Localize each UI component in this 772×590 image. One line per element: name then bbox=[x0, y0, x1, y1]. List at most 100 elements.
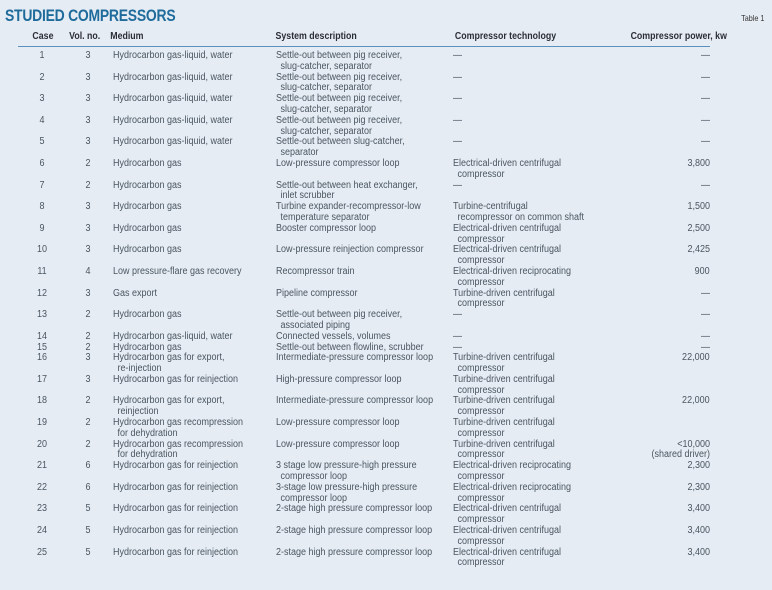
medium-cell-line: Hydrocarbon gas-liquid, water bbox=[113, 136, 233, 148]
power-cell: — bbox=[701, 288, 710, 300]
system-cell: 3 stage low pressure-high pressure compre… bbox=[276, 460, 417, 483]
medium-cell-line: for dehydration bbox=[117, 427, 178, 439]
system-cell: Settle-out between pig receiver, slug-cat… bbox=[276, 71, 403, 95]
vol-cell: 2 bbox=[85, 309, 91, 321]
system-cell-line: Settle-out between pig receiver, bbox=[276, 50, 403, 61]
power-cell: — bbox=[701, 137, 710, 148]
system-cell-line: slug-catcher, separator bbox=[280, 103, 373, 115]
case-cell: 16 bbox=[36, 352, 48, 364]
system-cell-line: 2-stage high pressure compressor loop bbox=[276, 525, 433, 536]
system-cell-line: Connected vessels, volumes bbox=[276, 330, 391, 342]
medium-cell-line: reinjection bbox=[117, 406, 159, 418]
power-cell: — bbox=[701, 309, 710, 321]
technology-cell: Electrical-driven centrifugal compressor bbox=[453, 223, 561, 246]
medium-cell-line: Hydrocarbon gas-liquid, water bbox=[113, 71, 233, 83]
medium-cell-line: Hydrocarbon gas bbox=[113, 309, 182, 321]
technology-cell-line: compressor bbox=[457, 298, 505, 310]
case-cell: 2 bbox=[39, 71, 45, 83]
technology-cell-line: compressor bbox=[457, 557, 505, 569]
medium-cell-line: for dehydration bbox=[117, 449, 178, 461]
power-cell: 2,425 bbox=[687, 245, 710, 256]
system-cell-line: compressor loop bbox=[280, 470, 348, 482]
power-cell: — bbox=[701, 342, 710, 354]
technology-cell: Electrical-driven centrifugal compressor bbox=[453, 504, 561, 526]
power-cell: — bbox=[701, 50, 710, 62]
medium-cell-line: Hydrocarbon gas bbox=[113, 244, 182, 256]
technology-cell-line: compressor bbox=[457, 535, 505, 547]
case-cell: 6 bbox=[39, 158, 45, 169]
technology-cell-line: Turbine-driven centrifugal bbox=[453, 373, 555, 385]
system-cell: Connected vessels, volumes bbox=[276, 330, 391, 343]
medium-cell-line: Hydrocarbon gas recompression bbox=[113, 438, 244, 450]
technology-cell-line: compressor bbox=[457, 384, 505, 396]
power-cell: 3,800 bbox=[687, 158, 710, 170]
medium-cell-line: Hydrocarbon gas for reinjection bbox=[113, 525, 239, 536]
system-cell-line: Settle-out between heat exchanger, bbox=[276, 179, 418, 191]
system-cell: Settle-out between heat exchanger, inlet … bbox=[276, 179, 418, 203]
vol-cell: 3 bbox=[85, 222, 91, 234]
power-cell: — bbox=[701, 71, 710, 84]
case-cell: 8 bbox=[39, 201, 45, 213]
vol-cell: 3 bbox=[85, 244, 91, 256]
case-cell: 5 bbox=[39, 136, 45, 148]
technology-cell: Electrical-driven reciprocating compresso… bbox=[453, 266, 571, 289]
system-cell-line: Low-pressure reinjection compressor bbox=[276, 244, 424, 256]
medium-cell: Hydrocarbon gas-liquid, water bbox=[113, 137, 233, 148]
technology-cell-line: Electrical-driven centrifugal bbox=[453, 158, 562, 169]
system-cell-line: 3-stage low pressure-high pressure bbox=[276, 481, 418, 493]
power-cell: 2,300 bbox=[687, 482, 710, 494]
technology-cell: Turbine-driven centrifugal compressor bbox=[453, 352, 555, 375]
vol-cell: 2 bbox=[85, 330, 91, 342]
system-cell-line: associated piping bbox=[280, 319, 351, 331]
vol-cell: 3 bbox=[85, 201, 91, 213]
system-cell: Low-pressure compressor loop bbox=[276, 417, 400, 429]
case-cell: 12 bbox=[36, 287, 48, 299]
medium-cell: Hydrocarbon gas bbox=[113, 245, 182, 256]
header-system: System description bbox=[275, 31, 357, 42]
medium-cell: Hydrocarbon gas bbox=[113, 180, 182, 192]
vol-cell: 3 bbox=[85, 50, 91, 61]
technology-cell-line: Turbine-driven centrifugal bbox=[453, 395, 555, 407]
power-cell-line: <10,000 bbox=[677, 438, 710, 450]
system-cell-line: Settle-out between pig receiver, bbox=[276, 71, 403, 83]
vol-cell: 2 bbox=[85, 438, 91, 450]
medium-cell-line: Low pressure-flare gas recovery bbox=[113, 266, 242, 277]
system-cell-line: Turbine expander-recompressor-low bbox=[276, 201, 421, 213]
header-rule bbox=[18, 46, 710, 47]
power-cell: 22,000 bbox=[682, 396, 710, 407]
power-cell: 1,500 bbox=[687, 201, 710, 213]
system-cell: Pipeline compressor bbox=[276, 288, 358, 300]
power-cell-line: — bbox=[701, 179, 710, 191]
power-cell-line: 2,500 bbox=[687, 222, 710, 234]
system-cell-line: Settle-out between pig receiver, bbox=[276, 309, 403, 321]
medium-cell-line: Hydrocarbon gas bbox=[113, 341, 182, 353]
technology-cell-line: compressor bbox=[457, 470, 505, 482]
technology-cell-line: compressor bbox=[457, 449, 505, 461]
system-cell-line: slug-catcher, separator bbox=[280, 82, 373, 94]
technology-cell: — bbox=[453, 115, 462, 127]
technology-cell: — bbox=[453, 137, 462, 148]
power-cell: 900 bbox=[695, 266, 710, 278]
medium-cell: Hydrocarbon gas-liquid, water bbox=[113, 93, 233, 105]
medium-cell: Hydrocarbon gas bbox=[113, 222, 182, 235]
medium-cell-line: Hydrocarbon gas bbox=[113, 158, 182, 169]
case-cell: 11 bbox=[37, 266, 47, 277]
system-cell: Settle-out between pig receiver, slug-cat… bbox=[276, 115, 402, 138]
power-cell: 3,400 bbox=[687, 525, 710, 537]
power-cell-line: — bbox=[701, 114, 710, 126]
system-cell-line: Low-pressure compressor loop bbox=[276, 158, 400, 169]
system-cell-line: temperature separator bbox=[280, 211, 370, 223]
power-cell: — bbox=[701, 179, 710, 192]
medium-cell-line: Hydrocarbon gas bbox=[113, 222, 182, 234]
case-cell: 22 bbox=[36, 481, 48, 493]
vol-cell: 2 bbox=[85, 179, 91, 191]
vol-cell: 2 bbox=[85, 158, 91, 169]
power-cell-line: — bbox=[701, 71, 710, 83]
case-cell: 24 bbox=[36, 525, 48, 536]
power-cell-line: 22,000 bbox=[682, 352, 710, 364]
power-cell: — bbox=[701, 331, 710, 343]
technology-cell-line: — bbox=[453, 71, 462, 83]
medium-cell: Hydrocarbon gas bbox=[113, 341, 182, 354]
technology-cell-line: compressor bbox=[457, 168, 505, 180]
medium-cell: Hydrocarbon gas for reinjection bbox=[113, 374, 238, 386]
